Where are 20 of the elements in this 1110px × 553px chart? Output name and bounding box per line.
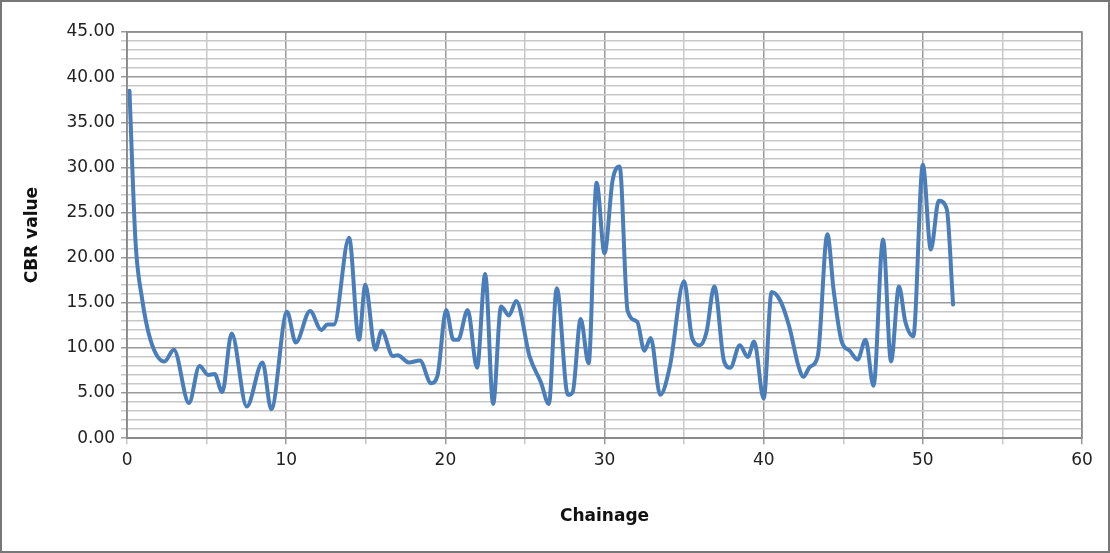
y-tick-label: 45.00 [66, 20, 116, 41]
y-tick-label: 35.00 [66, 110, 116, 131]
y-tick-label: 5.00 [77, 381, 116, 402]
x-tick-label: 10 [275, 448, 298, 469]
x-tick-label: 0 [121, 448, 133, 469]
x-tick-label: 20 [434, 448, 457, 469]
x-tick-label: 40 [752, 448, 775, 469]
x-tick-label: 30 [593, 448, 616, 469]
y-tick-label: 20.00 [66, 246, 116, 267]
y-tick-label: 40.00 [66, 65, 116, 86]
y-tick-label: 10.00 [66, 336, 116, 357]
line-series [127, 88, 956, 412]
x-tick-label: 50 [912, 448, 934, 469]
y-tick-label: 25.00 [66, 200, 116, 221]
x-tick-label: 60 [1071, 448, 1093, 469]
x-axis-title: Chainage [559, 505, 650, 526]
y-tick-label: 15.00 [66, 291, 116, 312]
y-tick-label: 30.00 [66, 155, 116, 176]
y-axis-title: CBR value [20, 186, 41, 284]
y-tick-label: 0.00 [77, 426, 116, 447]
